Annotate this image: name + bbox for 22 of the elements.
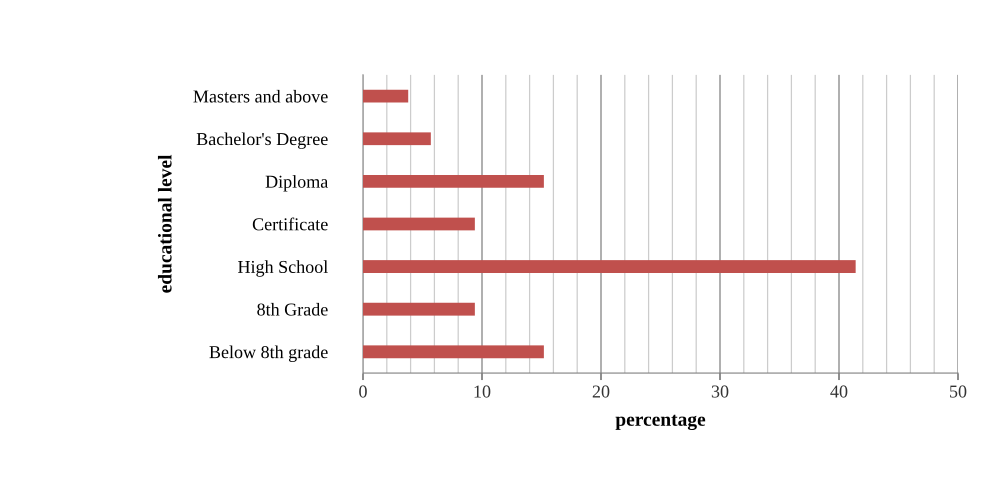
x-tick-label: 30 bbox=[712, 385, 728, 398]
y-tick-label: Certificate bbox=[252, 218, 328, 230]
x-tick-label: 0 bbox=[359, 385, 367, 398]
y-tick-label: 8th Grade bbox=[257, 302, 328, 316]
y-tick-label: Masters and above bbox=[193, 90, 328, 103]
x-tick-label: 20 bbox=[592, 385, 610, 398]
bar bbox=[363, 260, 856, 273]
x-tick-label: 40 bbox=[830, 385, 848, 398]
y-tick-label: Below 8th grade bbox=[209, 346, 328, 362]
y-tick-label: Diploma bbox=[266, 175, 328, 192]
x-tick-label: 50 bbox=[950, 385, 966, 398]
bar bbox=[363, 302, 475, 316]
bar bbox=[363, 174, 544, 188]
bar bbox=[363, 90, 408, 103]
x-axis-title: percentage bbox=[616, 414, 706, 430]
bar bbox=[363, 218, 475, 230]
y-axis-title: educational level bbox=[158, 154, 172, 293]
bar bbox=[363, 345, 544, 358]
y-tick-label: Bachelor's Degree bbox=[196, 132, 328, 149]
x-tick-label: 10 bbox=[474, 385, 490, 398]
y-tick-label: High School bbox=[238, 260, 328, 277]
bar bbox=[363, 132, 431, 146]
